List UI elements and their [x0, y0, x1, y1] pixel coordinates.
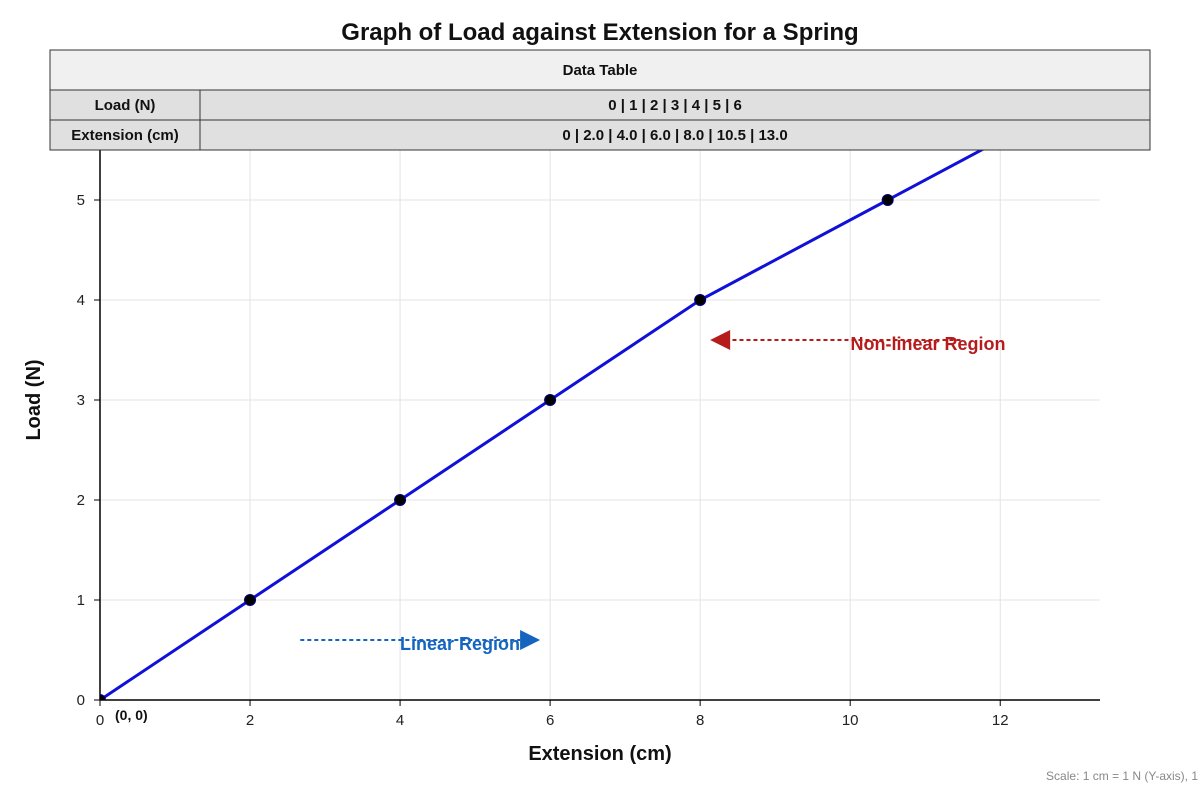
axes [99, 150, 1100, 701]
annotation-arrow-head [710, 330, 731, 350]
x-tick-label: 8 [696, 712, 704, 729]
x-tick-label: 0 [96, 712, 104, 729]
x-axis-label: Extension (cm) [528, 743, 671, 765]
data-table-cell [49, 119, 201, 151]
data-table-cell [199, 89, 1151, 121]
data-table-row-label-load: Load (N) [95, 97, 156, 114]
data-table-cell [199, 119, 1151, 151]
y-tick-label: 0 [77, 692, 85, 709]
data-point [100, 694, 106, 700]
data-point [244, 594, 257, 606]
y-axis-label: Load (N) [23, 359, 45, 440]
data-point [694, 294, 707, 306]
data-point [394, 494, 407, 506]
y-tick-label: 3 [77, 392, 85, 409]
series-layer [100, 150, 985, 700]
annotations: Linear Region Non-linear Region [300, 330, 1006, 654]
data-table-title: Data Table [563, 62, 638, 79]
annotation-label: Linear Region [400, 634, 520, 654]
x-tick-label: 12 [992, 712, 1009, 729]
y-tick-label: 4 [77, 292, 85, 309]
origin-label: (0, 0) [115, 707, 148, 723]
scale-note: Scale: 1 cm = 1 N (Y-axis), 1 [1046, 769, 1198, 783]
x-tick-label: 6 [546, 712, 554, 729]
chart-title: Graph of Load against Extension for a Sp… [341, 19, 858, 46]
x-tick-label: 2 [246, 712, 254, 729]
data-table: Data Table Load (N) 0 | 1 | 2 | 3 | 4 | … [49, 49, 1151, 151]
data-table-row-values-load: 0 | 1 | 2 | 3 | 4 | 5 | 6 [608, 97, 742, 114]
data-point [881, 194, 894, 206]
grid [100, 150, 1100, 700]
y-tick-label: 5 [77, 192, 85, 209]
data-table-cell [49, 89, 201, 121]
data-table-row-label-extension: Extension (cm) [71, 127, 179, 144]
data-point [544, 394, 557, 406]
y-tick-label: 1 [77, 592, 85, 609]
data-table-row-values-extension: 0 | 2.0 | 4.0 | 6.0 | 8.0 | 10.5 | 13.0 [562, 127, 787, 144]
y-tick-label: 2 [77, 492, 85, 509]
x-tick-label: 10 [842, 712, 859, 729]
annotation-arrow-head [520, 630, 541, 650]
annotation-label: Non-linear Region [850, 334, 1005, 354]
data-table-header [49, 49, 1151, 91]
x-tick-label: 4 [396, 712, 404, 729]
